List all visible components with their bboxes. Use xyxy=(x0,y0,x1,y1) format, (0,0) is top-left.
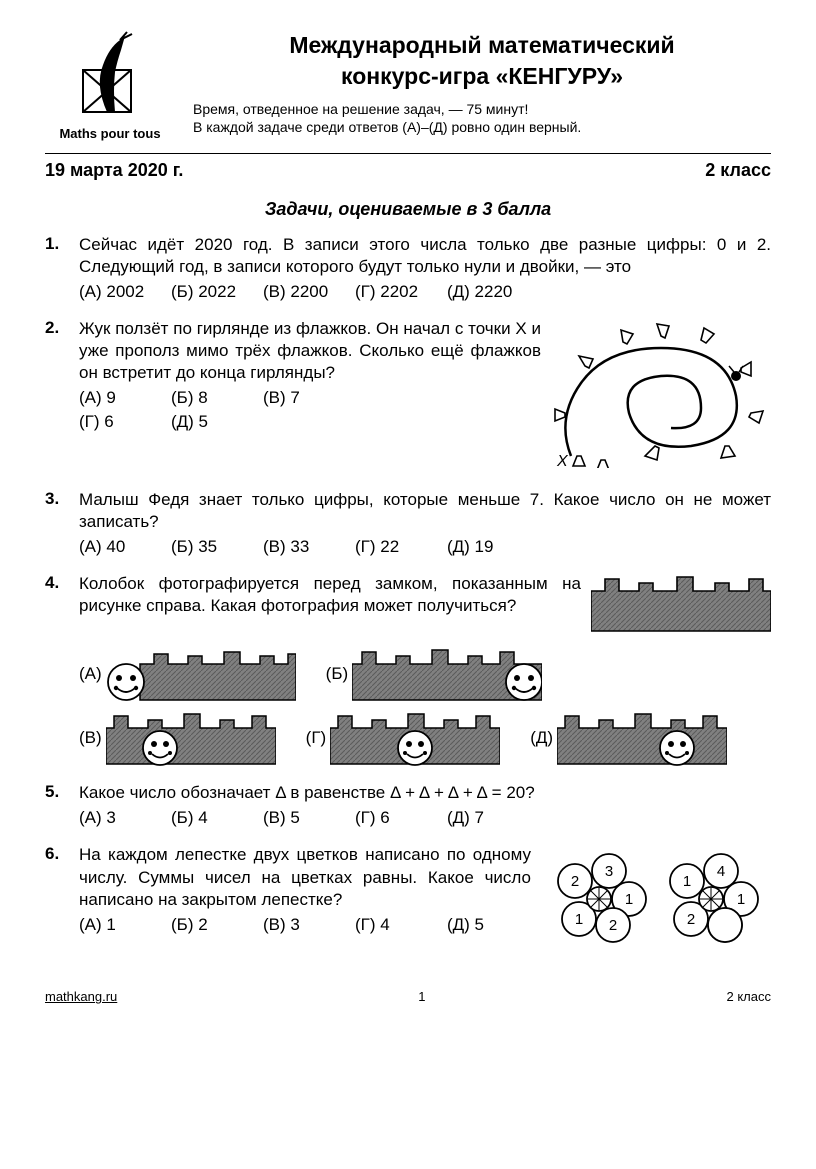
answer-d: (Г) xyxy=(306,728,327,748)
answer-b: (Б) 8 xyxy=(171,388,241,408)
answer-d: (Г) 22 xyxy=(355,537,425,557)
answer-row: (А) 9 (Б) 8 (В) 7 xyxy=(79,388,541,408)
castle-option-d-icon xyxy=(330,710,500,766)
castle-option-a-icon xyxy=(106,646,296,702)
answer-a: (А) 9 xyxy=(79,388,149,408)
petal-r2: 1 xyxy=(737,891,745,908)
answer-e: (Д) 5 xyxy=(447,915,517,935)
answer-b: (Б) xyxy=(326,664,348,684)
answer-e: (Д) 7 xyxy=(447,808,517,828)
problem-3: 3. Малыш Федя знает только цифры, которы… xyxy=(45,489,771,557)
kangaroo-logo-icon xyxy=(65,30,155,120)
petal-r4: 2 xyxy=(687,911,695,928)
footer: mathkang.ru 1 2 класс xyxy=(45,989,771,1004)
footer-url: mathkang.ru xyxy=(45,989,117,1004)
title-line-2: конкурс-игра «КЕНГУРУ» xyxy=(341,63,623,89)
answer-row: (А) 40 (Б) 35 (В) 33 (Г) 22 (Д) 19 xyxy=(79,537,771,557)
footer-grade: 2 класс xyxy=(727,989,772,1004)
problem-number: 2. xyxy=(45,318,79,473)
answer-c: (В) 5 xyxy=(263,808,333,828)
problem-text: Жук ползёт по гирлянде из флажков. Он на… xyxy=(79,318,541,384)
section-title: Задачи, оцениваемые в 3 балла xyxy=(45,199,771,220)
problem-text: Какое число обозначает Δ в равенстве Δ +… xyxy=(79,782,771,804)
answer-c: (В) xyxy=(79,728,102,748)
castle-option-e-icon xyxy=(557,710,727,766)
answer-d: (Г) 2202 xyxy=(355,282,425,302)
problem-number: 6. xyxy=(45,844,79,959)
answer-e: (Д) 5 xyxy=(171,412,241,432)
problem-text: На каждом лепестке двух цветков написано… xyxy=(79,844,531,910)
answer-b: (Б) 2 xyxy=(171,915,241,935)
title-column: Международный математический конкурс-игр… xyxy=(193,30,771,136)
problem-text: Колобок фотографируется перед замком, по… xyxy=(79,573,581,617)
answer-a: (А) 3 xyxy=(79,808,149,828)
answer-c: (В) 3 xyxy=(263,915,333,935)
problem-number: 4. xyxy=(45,573,79,766)
divider xyxy=(45,153,771,154)
header: Maths pour tous Международный математиче… xyxy=(45,30,771,141)
problem-2: 2. Жук ползёт по гирлянде из флажков. Он… xyxy=(45,318,771,473)
petal-l2: 1 xyxy=(625,891,633,908)
answer-e: (Д) 2220 xyxy=(447,282,517,302)
petal-l1: 3 xyxy=(605,863,613,880)
problem-6: 6. На каждом лепестке двух цветков напис… xyxy=(45,844,771,959)
footer-page: 1 xyxy=(418,989,425,1004)
date: 19 марта 2020 г. xyxy=(45,160,183,181)
problem-5: 5. Какое число обозначает Δ в равенстве … xyxy=(45,782,771,828)
problem-text: Сейчас идёт 2020 год. В записи этого чис… xyxy=(79,234,771,278)
answer-d: (Г) 6 xyxy=(79,412,149,432)
logo-column: Maths pour tous xyxy=(45,30,175,141)
problem-number: 5. xyxy=(45,782,79,828)
flowers-figure-icon: 2 3 1 2 1 1 4 1 2 xyxy=(541,844,771,954)
castle-reference-icon xyxy=(591,573,771,633)
main-title: Международный математический конкурс-игр… xyxy=(193,30,771,92)
answer-row: (А) 3 (Б) 4 (В) 5 (Г) 6 (Д) 7 xyxy=(79,808,771,828)
castle-answers-row-1: (А) (Б) xyxy=(79,646,771,702)
problem-text: Малыш Федя знает только цифры, которые м… xyxy=(79,489,771,533)
garland-figure-icon: X xyxy=(551,318,771,468)
answer-c: (В) 2200 xyxy=(263,282,333,302)
answer-row-2: (Г) 6 (Д) 5 xyxy=(79,412,541,432)
rules-block: Время, отведенное на решение задач, — 75… xyxy=(193,100,771,136)
title-line-1: Международный математический xyxy=(289,32,674,58)
rules-line-1: Время, отведенное на решение задач, — 75… xyxy=(193,100,771,118)
answer-c: (В) 7 xyxy=(263,388,333,408)
problem-4: 4. Колобок фотографируется перед замком,… xyxy=(45,573,771,766)
answer-d: (Г) 4 xyxy=(355,915,425,935)
date-grade-row: 19 марта 2020 г. 2 класс xyxy=(45,160,771,181)
problem-number: 1. xyxy=(45,234,79,302)
petal-r0: 1 xyxy=(683,873,691,890)
answer-a: (А) 40 xyxy=(79,537,149,557)
answer-a: (А) 1 xyxy=(79,915,149,935)
castle-option-c-icon xyxy=(106,710,276,766)
rules-line-2: В каждой задаче среди ответов (А)–(Д) ро… xyxy=(193,118,771,136)
problem-number: 3. xyxy=(45,489,79,557)
problem-1: 1. Сейчас идёт 2020 год. В записи этого … xyxy=(45,234,771,302)
answer-b: (Б) 2022 xyxy=(171,282,241,302)
answer-row: (А) 2002 (Б) 2022 (В) 2200 (Г) 2202 (Д) … xyxy=(79,282,771,302)
answer-a: (А) xyxy=(79,664,102,684)
castle-option-b-icon xyxy=(352,646,542,702)
answer-a: (А) 2002 xyxy=(79,282,149,302)
castle-answers-row-2: (В) (Г) (Д xyxy=(79,710,771,766)
answer-d: (Г) 6 xyxy=(355,808,425,828)
answer-b: (Б) 35 xyxy=(171,537,241,557)
petal-l3: 2 xyxy=(609,917,617,934)
answer-c: (В) 33 xyxy=(263,537,333,557)
svg-text:X: X xyxy=(556,453,569,468)
grade: 2 класс xyxy=(705,160,771,181)
motto-text: Maths pour tous xyxy=(45,126,175,141)
answer-e: (Д) 19 xyxy=(447,537,517,557)
petal-l4: 1 xyxy=(575,911,583,928)
answer-e: (Д) xyxy=(530,728,553,748)
petal-l0: 2 xyxy=(571,873,579,890)
petal-r1: 4 xyxy=(717,863,725,880)
answer-row: (А) 1 (Б) 2 (В) 3 (Г) 4 (Д) 5 xyxy=(79,915,531,935)
answer-b: (Б) 4 xyxy=(171,808,241,828)
